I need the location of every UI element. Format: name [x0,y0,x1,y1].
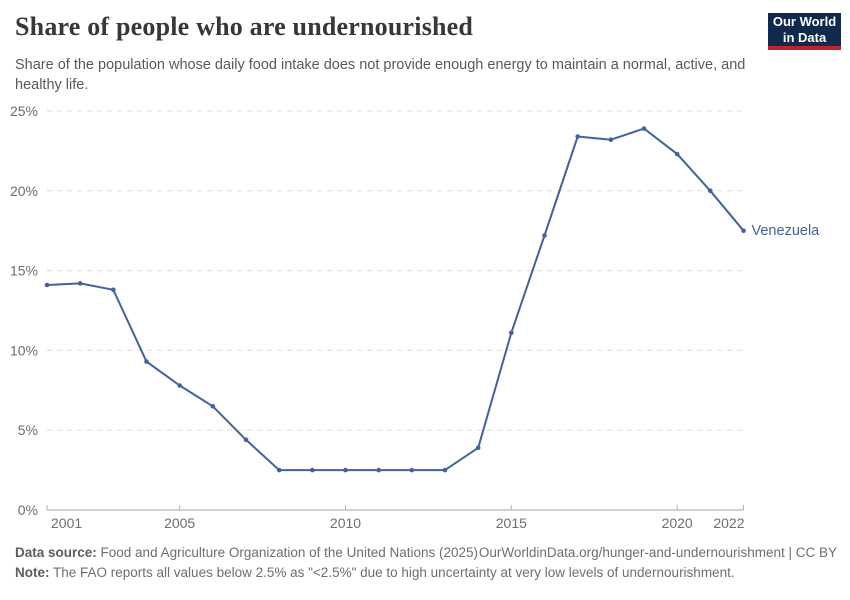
x-tick-label: 2020 [662,515,693,531]
data-point [243,437,249,443]
series-end-label: Venezuela [752,223,821,239]
data-point [310,467,315,473]
data-point [674,151,680,157]
data-point [741,228,746,233]
y-tick-label: 20% [10,183,38,199]
footer-note: Note: The FAO reports all values below 2… [15,563,837,583]
footer: Data source: Food and Agriculture Organi… [15,543,837,582]
y-tick-label: 10% [10,342,38,358]
x-tick-label: 2022 [713,515,744,531]
data-point [210,404,216,409]
data-point [144,359,149,364]
y-tick-label: 25% [10,103,38,119]
data-point [509,330,514,336]
data-point [641,126,647,131]
page-title: Share of people who are undernourished [15,12,474,41]
data-point [376,467,382,473]
y-tick-label: 0% [18,502,38,518]
owid-logo: Our World in Data [768,13,841,50]
data-point [575,134,580,139]
data-source-text: Food and Agriculture Organization of the… [96,545,479,560]
y-tick-label: 5% [18,422,38,438]
footer-link[interactable]: OurWorldinData.org/hunger-and-undernouri… [478,545,837,560]
data-point [343,467,348,473]
logo-line1: Our World [772,13,837,29]
trend-line [46,127,745,472]
data-point [177,383,182,388]
data-source-label: Data source: [15,545,97,560]
note-text: The FAO reports all values below 2.5% as… [49,564,735,580]
x-tick-label: 2005 [164,515,195,531]
x-tick-label: 2015 [496,515,527,531]
data-point [77,281,83,286]
x-tick-label: 2010 [330,515,361,531]
note-label: Note: [15,564,50,580]
data-point [475,445,481,451]
logo-line2: in Data [782,29,827,45]
data-point [442,467,448,473]
data-point [276,467,282,473]
y-tick-label: 15% [10,263,38,279]
data-point [44,282,50,288]
x-tick-label: 2001 [51,515,82,531]
data-point [708,188,713,194]
data-point [542,233,547,238]
data-source: Data source: Food and Agriculture Organi… [15,543,478,563]
data-point [409,467,415,473]
data-point [111,287,116,293]
chart-subtitle: Share of the population whose daily food… [15,57,746,93]
data-point [608,137,614,142]
line-chart: 0% 5% 10% 15% 20% 25% 2001 2005 2010 2015 2020 2022… [10,103,821,531]
